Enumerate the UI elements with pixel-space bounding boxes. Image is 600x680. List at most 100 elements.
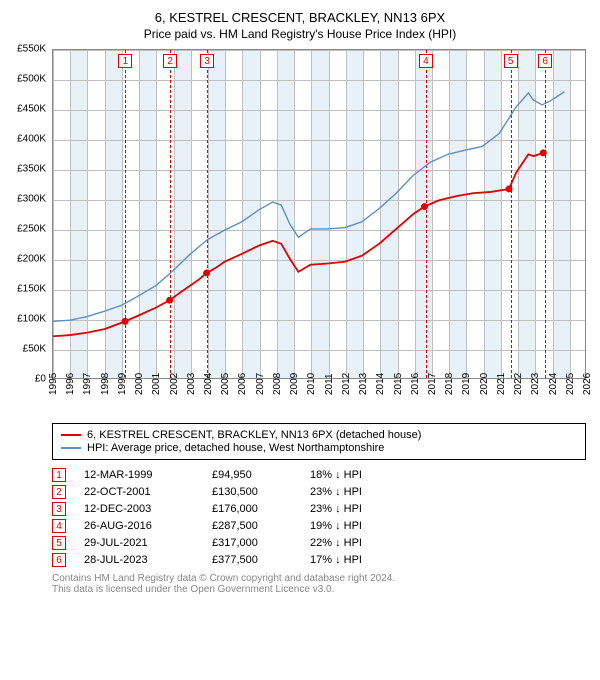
x-tick-label: 2015: [393, 373, 404, 395]
x-tick-label: 2023: [530, 373, 541, 395]
y-tick-label: £500K: [17, 74, 46, 85]
y-axis: £0£50K£100K£150K£200K£250K£300K£350K£400…: [8, 49, 50, 379]
sale-point-marker: [122, 318, 129, 325]
x-tick-label: 2009: [289, 373, 300, 395]
x-tick-label: 2006: [237, 373, 248, 395]
legend-row: 6, KESTREL CRESCENT, BRACKLEY, NN13 6PX …: [61, 429, 577, 441]
x-tick-label: 2022: [513, 373, 524, 395]
legend-label: HPI: Average price, detached house, West…: [87, 442, 384, 454]
sale-index-badge: 2: [52, 485, 66, 499]
x-tick-label: 2021: [496, 373, 507, 395]
sale-point-marker: [203, 270, 210, 277]
sale-price: £317,000: [212, 537, 292, 549]
sale-date: 29-JUL-2021: [84, 537, 194, 549]
x-tick-label: 1995: [48, 373, 59, 395]
x-tick-label: 2004: [203, 373, 214, 395]
x-tick-label: 1997: [82, 373, 93, 395]
x-tick-label: 2025: [565, 373, 576, 395]
x-tick-label: 2018: [444, 373, 455, 395]
sales-table: 1 12-MAR-1999 £94,950 18% ↓ HPI 2 22-OCT-2001…: [52, 468, 586, 567]
y-tick-label: £250K: [17, 224, 46, 235]
y-tick-label: £150K: [17, 284, 46, 295]
sale-delta-vs-hpi: 18% ↓ HPI: [310, 469, 400, 481]
sale-date: 26-AUG-2016: [84, 520, 194, 532]
sale-delta-vs-hpi: 22% ↓ HPI: [310, 537, 400, 549]
x-tick-label: 2019: [461, 373, 472, 395]
sale-index-badge: 4: [52, 519, 66, 533]
legend-row: HPI: Average price, detached house, West…: [61, 442, 577, 454]
x-tick-label: 1998: [100, 373, 111, 395]
sale-price: £287,500: [212, 520, 292, 532]
y-tick-label: £550K: [17, 44, 46, 55]
chart-wrap: £0 £50K £100K £150K £200K £250K £300K £350K £400…: [8, 49, 592, 417]
y-tick-label: £350K: [17, 164, 46, 175]
legend-swatch: [61, 447, 81, 449]
sales-row: 628-JUL-2023£377,50017% ↓ HPI: [52, 553, 586, 567]
legend: 6, KESTREL CRESCENT, BRACKLEY, NN13 6PX …: [52, 423, 586, 460]
sales-row: 3 12-DEC-2003 £176,000 23% ↓ HPI: [52, 502, 586, 516]
sale-price: £94,950: [212, 469, 292, 481]
x-tick-label: 2007: [255, 373, 266, 395]
sale-index-badge: 1: [52, 468, 66, 482]
sale-marker-badge: 4: [419, 54, 433, 68]
sales-row: 1 12-MAR-1999 £94,950 18% ↓ HPI: [52, 468, 586, 482]
sale-date: 22-OCT-2001: [84, 486, 194, 498]
chart-svg: [53, 50, 585, 378]
chart-subtitle: Price paid vs. HM Land Registry's House …: [8, 27, 592, 41]
sale-point-marker: [421, 203, 428, 210]
y-tick-label: £400K: [17, 134, 46, 145]
sales-row: 4 26-AUG-2016 £287,500 19% ↓ HPI: [52, 519, 586, 533]
footer-line-2: This data is licensed under the Open Gov…: [52, 584, 586, 595]
footer-line-1: Contains HM Land Registry data © Crown c…: [52, 573, 586, 584]
sale-delta-vs-hpi: 19% ↓ HPI: [310, 520, 400, 532]
legend-swatch: [61, 434, 81, 436]
x-tick-label: 2008: [272, 373, 283, 395]
sale-date: 12-MAR-1999: [84, 469, 194, 481]
x-tick-label: 2020: [479, 373, 490, 395]
x-tick-label: 1996: [65, 373, 76, 395]
x-tick-label: 2005: [220, 373, 231, 395]
x-tick-label: 2017: [427, 373, 438, 395]
x-tick-label: 2013: [358, 373, 369, 395]
sale-index-badge: 5: [52, 536, 66, 550]
x-tick-label: 2002: [169, 373, 180, 395]
footer: Contains HM Land Registry data © Crown c…: [52, 573, 586, 595]
x-tick-label: 2000: [134, 373, 145, 395]
sale-price: £176,000: [212, 503, 292, 515]
sale-date: 12-DEC-2003: [84, 503, 194, 515]
sale-delta-vs-hpi: 17% ↓ HPI: [310, 554, 400, 566]
sale-marker-badge: 5: [504, 54, 518, 68]
sale-price: £130,500: [212, 486, 292, 498]
sale-index-badge: 6: [52, 553, 66, 567]
sale-index-badge: 3: [52, 502, 66, 516]
sale-delta-vs-hpi: 23% ↓ HPI: [310, 486, 400, 498]
sales-row: 5 29-JUL-2021 £317,000 22% ↓ HPI: [52, 536, 586, 550]
x-tick-label: 2012: [341, 373, 352, 395]
sale-point-marker: [505, 185, 512, 192]
x-tick-label: 2014: [375, 373, 386, 395]
sale-marker-badge: 3: [200, 54, 214, 68]
sale-marker-badge: 2: [163, 54, 177, 68]
x-axis: 1995199619971998199920002001200220032004…: [52, 379, 586, 417]
sale-delta-vs-hpi: 23% ↓ HPI: [310, 503, 400, 515]
x-tick-label: 2026: [582, 373, 593, 395]
y-tick-label: £200K: [17, 254, 46, 265]
x-tick-label: 1999: [117, 373, 128, 395]
sale-point-marker: [166, 297, 173, 304]
y-tick-label: £100K: [17, 314, 46, 325]
sale-date: 28-JUL-2023: [84, 554, 194, 566]
series-property: [53, 153, 543, 336]
x-tick-label: 2010: [306, 373, 317, 395]
chart-title: 6, KESTREL CRESCENT, BRACKLEY, NN13 6PX: [8, 10, 592, 25]
chart-area: 1 2 3 4 5 6: [52, 49, 586, 379]
sales-row: 2 22-OCT-2001 £130,500 23% ↓ HPI: [52, 485, 586, 499]
x-tick-label: 2001: [151, 373, 162, 395]
sale-marker-badge: 6: [538, 54, 552, 68]
y-tick-label: £50K: [23, 344, 46, 355]
y-tick-label: £0: [35, 374, 46, 385]
x-tick-label: 2003: [186, 373, 197, 395]
legend-label: 6, KESTREL CRESCENT, BRACKLEY, NN13 6PX …: [87, 429, 421, 441]
sale-marker-badge: 1: [118, 54, 132, 68]
y-tick-label: £300K: [17, 194, 46, 205]
x-tick-label: 2024: [548, 373, 559, 395]
